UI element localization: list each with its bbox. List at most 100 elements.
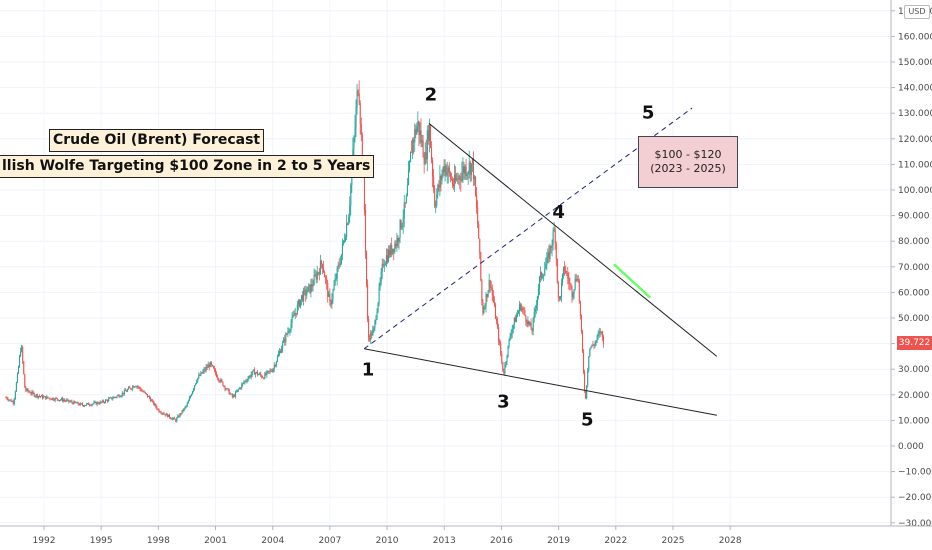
candle-body (200, 372, 202, 376)
candle-body (546, 257, 548, 265)
candle-body (274, 365, 276, 367)
candle-body (238, 389, 240, 390)
candle-body (484, 306, 486, 309)
candle-body (158, 409, 160, 412)
candle-body (477, 207, 479, 225)
candle-body (99, 401, 101, 404)
candle-body (209, 362, 211, 368)
candle-body (521, 308, 523, 311)
candle-body (161, 413, 163, 414)
candle-body (5, 397, 7, 399)
candle-body (225, 388, 227, 390)
candle-body (425, 152, 427, 160)
candle-body (217, 376, 219, 379)
candle-body (63, 400, 65, 402)
currency-button[interactable]: USD (904, 5, 930, 19)
candle-body (549, 246, 551, 260)
candle-body (137, 386, 139, 388)
candle-body (559, 296, 562, 299)
candle-body (114, 396, 116, 398)
candle-body (239, 387, 241, 390)
candle-body (323, 267, 325, 272)
candle-body (142, 391, 144, 392)
candle-body (552, 231, 554, 245)
price-axis[interactable]: −30.000 −20.000 −10.000 0.000 10.000 20.000 30… (890, 0, 932, 550)
candle-body (451, 179, 454, 185)
candle-body (426, 130, 428, 160)
candle-body (550, 246, 552, 248)
upper-trendline (428, 123, 718, 357)
candle-body (479, 238, 481, 253)
candle-body (186, 403, 188, 406)
candle-body (98, 403, 100, 405)
candle-body (80, 403, 82, 405)
candle-body (396, 238, 398, 246)
candle-body (534, 308, 536, 313)
candle-body (185, 405, 187, 407)
candle-body (66, 399, 68, 401)
target-zone-highlight (613, 263, 651, 299)
candle-body (590, 347, 592, 349)
candle-body (522, 308, 524, 310)
candle-body (229, 393, 231, 395)
candle-body (138, 387, 140, 388)
wave-labels: 1 2 3 4 5 5 (362, 84, 655, 430)
candlestick-series (5, 80, 605, 423)
candle-body (167, 414, 169, 417)
candle-body (315, 274, 317, 280)
candle-body (237, 389, 239, 392)
candle-body (580, 315, 582, 332)
candle-body (331, 298, 333, 305)
candle-body (483, 308, 485, 313)
time-tick-label: 2004 (261, 536, 284, 546)
candle-body (388, 250, 390, 262)
candle-body (181, 410, 183, 414)
candle-body (316, 272, 318, 280)
candle-body (43, 396, 45, 399)
candle-body (297, 300, 299, 305)
candle-body (360, 124, 362, 135)
candle-body (60, 398, 63, 400)
candle-body (564, 266, 566, 271)
candle-body (466, 174, 468, 177)
candle-body (61, 398, 64, 402)
candle-body (53, 399, 55, 401)
candle-body (475, 176, 477, 196)
candle-body (377, 302, 379, 312)
candle-body (197, 377, 199, 382)
candle-body (116, 395, 118, 398)
candle-body (516, 313, 519, 316)
candle-body (444, 165, 446, 172)
candle-body (42, 395, 44, 399)
candle-body (567, 272, 569, 279)
target-zone-box: $100 - $120 (2023 - 2025) (638, 136, 738, 188)
candle-body (108, 398, 110, 402)
candle-body (27, 388, 29, 392)
candle-body (529, 322, 531, 325)
candle-body (262, 377, 264, 379)
candle-body (117, 395, 119, 396)
candle-body (23, 361, 25, 374)
candle-body (527, 320, 529, 325)
time-axis[interactable]: 1992 1995 1998 2001 2004 2007 2010 2013 2016 2019… (0, 525, 932, 546)
candle-body (343, 240, 346, 242)
candle-body (278, 351, 281, 354)
candle-body (283, 338, 285, 343)
candle-body (565, 270, 567, 273)
candle-body (326, 278, 328, 284)
candle-body (252, 369, 254, 372)
candle-body (246, 380, 248, 382)
candle-body (441, 173, 443, 181)
candle-body (413, 139, 415, 143)
candle-body (357, 90, 359, 94)
candle-body (389, 250, 391, 256)
candle-body (333, 285, 335, 291)
price-tick-label: 80.000 (898, 237, 930, 247)
candle-body (174, 417, 176, 420)
candle-body (144, 391, 146, 394)
candle-body (250, 374, 252, 378)
candle-body (205, 366, 207, 371)
price-tick-label: 70.000 (898, 263, 930, 273)
candle-body (468, 162, 470, 173)
